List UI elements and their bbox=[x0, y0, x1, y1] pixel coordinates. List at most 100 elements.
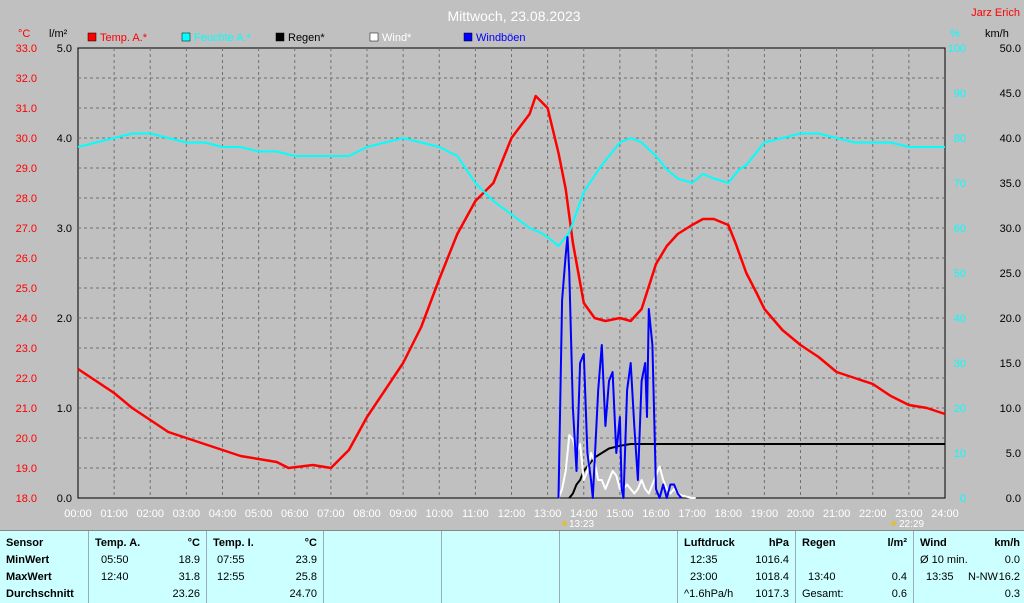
temp-tick-label: 27.0 bbox=[16, 223, 37, 235]
stats-wind-header: Wind bbox=[920, 537, 947, 549]
stats-pressure-unit: hPa bbox=[768, 537, 789, 549]
hum-tick-label: 10 bbox=[954, 448, 966, 460]
rain-unit-label: l/m² bbox=[49, 28, 68, 40]
stats-empty-col bbox=[442, 531, 560, 603]
temp-tick-label: 21.0 bbox=[16, 403, 37, 415]
x-tick-label: 17:00 bbox=[678, 508, 706, 520]
legend-swatch bbox=[181, 32, 191, 42]
weather-chart: 00:00 01:00 02:00 03:00 04:00 05:00 06:00 07:00… bbox=[16, 7, 1021, 530]
temp-tick-label: 24.0 bbox=[16, 313, 37, 325]
stats-total-label: Gesamt: bbox=[802, 588, 844, 600]
stats-value: 1017.3 bbox=[755, 588, 789, 600]
hum-tick-label: 100 bbox=[948, 43, 966, 55]
legend-swatch bbox=[87, 32, 97, 42]
temp-tick-label: 31.0 bbox=[16, 103, 37, 115]
x-tick-label: 01:00 bbox=[100, 508, 128, 520]
chart-series bbox=[77, 94, 946, 499]
x-tick-label: 22:00 bbox=[859, 508, 887, 520]
stats-temp-a-col: Temp. A. °C 05:50 18.9 12:40 31.8 23.26 bbox=[89, 531, 207, 603]
wind-tick-label: 30.0 bbox=[1000, 223, 1021, 235]
hum-tick-label: 30 bbox=[954, 358, 966, 370]
stats-rain-unit: l/m² bbox=[887, 537, 907, 549]
temp-unit-label: °C bbox=[18, 28, 30, 40]
series-line-windböen bbox=[557, 236, 683, 499]
stats-value: 0.4 bbox=[891, 571, 907, 583]
rain-tick-label: 2.0 bbox=[57, 313, 72, 325]
stats-wind-col: Wind km/h Ø 10 min. 0.0 13:35 N-NW 16.2 … bbox=[914, 531, 1024, 603]
temp-tick-label: 29.0 bbox=[16, 163, 37, 175]
wind-tick-label: 35.0 bbox=[1000, 178, 1021, 190]
rain-tick-label: 4.0 bbox=[57, 133, 72, 145]
temp-tick-label: 28.0 bbox=[16, 193, 37, 205]
x-tick-label: 20:00 bbox=[787, 508, 815, 520]
stats-empty-col bbox=[560, 531, 678, 603]
hum-tick-label: 0 bbox=[960, 493, 966, 505]
wind-tick-label: 10.0 bbox=[1000, 403, 1021, 415]
stats-pressure-col: Luftdruck hPa 12:35 1016.4 23:00 1018.4 … bbox=[678, 531, 796, 603]
stats-rain-col: Regen l/m² 13:40 0.4 Gesamt: 0.6 bbox=[796, 531, 914, 603]
stats-value: 23.9 bbox=[295, 554, 317, 566]
stats-time: 13:40 bbox=[808, 571, 836, 583]
x-tick-label: 18:00 bbox=[714, 508, 742, 520]
rain-tick-label: 5.0 bbox=[57, 43, 72, 55]
stats-value: 23.26 bbox=[172, 588, 200, 600]
stats-row-label: MinWert bbox=[6, 554, 50, 566]
wind-tick-label: 45.0 bbox=[1000, 88, 1021, 100]
sunset-marker-label: 22:29 bbox=[899, 519, 924, 530]
wind-tick-label: 5.0 bbox=[1006, 448, 1021, 460]
stats-time: 12:35 bbox=[690, 554, 718, 566]
legend-swatch bbox=[275, 32, 285, 42]
stats-temp-i-unit: °C bbox=[304, 537, 317, 549]
hum-tick-label: 80 bbox=[954, 133, 966, 145]
stats-pressure-header: Luftdruck bbox=[684, 537, 735, 549]
legend-label: Feuchte A.* bbox=[194, 32, 252, 44]
stats-value: 24.70 bbox=[289, 588, 317, 600]
stats-time: 13:35 bbox=[926, 571, 954, 583]
stats-wind-direction: N-NW bbox=[968, 571, 998, 583]
chart-grid bbox=[77, 47, 946, 499]
stats-value: 18.9 bbox=[178, 554, 200, 566]
legend-label: Temp. A.* bbox=[100, 32, 148, 44]
temp-tick-label: 33.0 bbox=[16, 43, 37, 55]
x-tick-label: 04:00 bbox=[209, 508, 237, 520]
hum-tick-label: 90 bbox=[954, 88, 966, 100]
temp-tick-label: 26.0 bbox=[16, 253, 37, 265]
stats-time: 12:55 bbox=[217, 571, 245, 583]
stats-time: 23:00 bbox=[690, 571, 718, 583]
wind-tick-label: 25.0 bbox=[1000, 268, 1021, 280]
chart-title: Mittwoch, 23.08.2023 bbox=[447, 8, 580, 24]
x-tick-label: 09:00 bbox=[389, 508, 417, 520]
x-tick-label: 02:00 bbox=[136, 508, 164, 520]
hum-tick-label: 40 bbox=[954, 313, 966, 325]
x-tick-label: 16:00 bbox=[642, 508, 670, 520]
author-label: Jarz Erich bbox=[971, 7, 1020, 19]
x-tick-label: 07:00 bbox=[317, 508, 345, 520]
wind-tick-label: 40.0 bbox=[1000, 133, 1021, 145]
x-tick-label: 11:00 bbox=[462, 508, 489, 520]
x-tick-label: 21:00 bbox=[823, 508, 851, 520]
x-tick-label: 23:00 bbox=[895, 508, 923, 520]
series-line-wind bbox=[557, 434, 696, 499]
wind-unit-label: km/h bbox=[985, 28, 1009, 40]
sunset-icon: ☀ bbox=[889, 519, 898, 530]
x-tick-label: 15:00 bbox=[606, 508, 634, 520]
temp-tick-label: 18.0 bbox=[16, 493, 37, 505]
stats-row-label: MaxWert bbox=[6, 571, 52, 583]
stats-time: 07:55 bbox=[217, 554, 245, 566]
stats-value: 1018.4 bbox=[755, 571, 789, 583]
rain-tick-label: 1.0 bbox=[57, 403, 72, 415]
stats-trend: ^1.6hPa/h bbox=[684, 588, 734, 600]
temp-tick-label: 32.0 bbox=[16, 73, 37, 85]
stats-value: 1016.4 bbox=[755, 554, 789, 566]
x-tick-label: 24:00 bbox=[931, 508, 959, 520]
stats-temp-i-header: Temp. I. bbox=[213, 537, 254, 549]
stats-time: 05:50 bbox=[101, 554, 129, 566]
stats-temp-i-col: Temp. I. °C 07:55 23.9 12:55 25.8 24.70 bbox=[207, 531, 324, 603]
legend-label: Wind* bbox=[382, 32, 412, 44]
wind-tick-label: 15.0 bbox=[1000, 358, 1021, 370]
temp-tick-label: 20.0 bbox=[16, 433, 37, 445]
legend-swatch bbox=[369, 32, 379, 42]
legend-label: Regen* bbox=[288, 32, 325, 44]
series-line-feuchte-a bbox=[77, 132, 945, 247]
stats-value: 0.3 bbox=[1004, 588, 1020, 600]
